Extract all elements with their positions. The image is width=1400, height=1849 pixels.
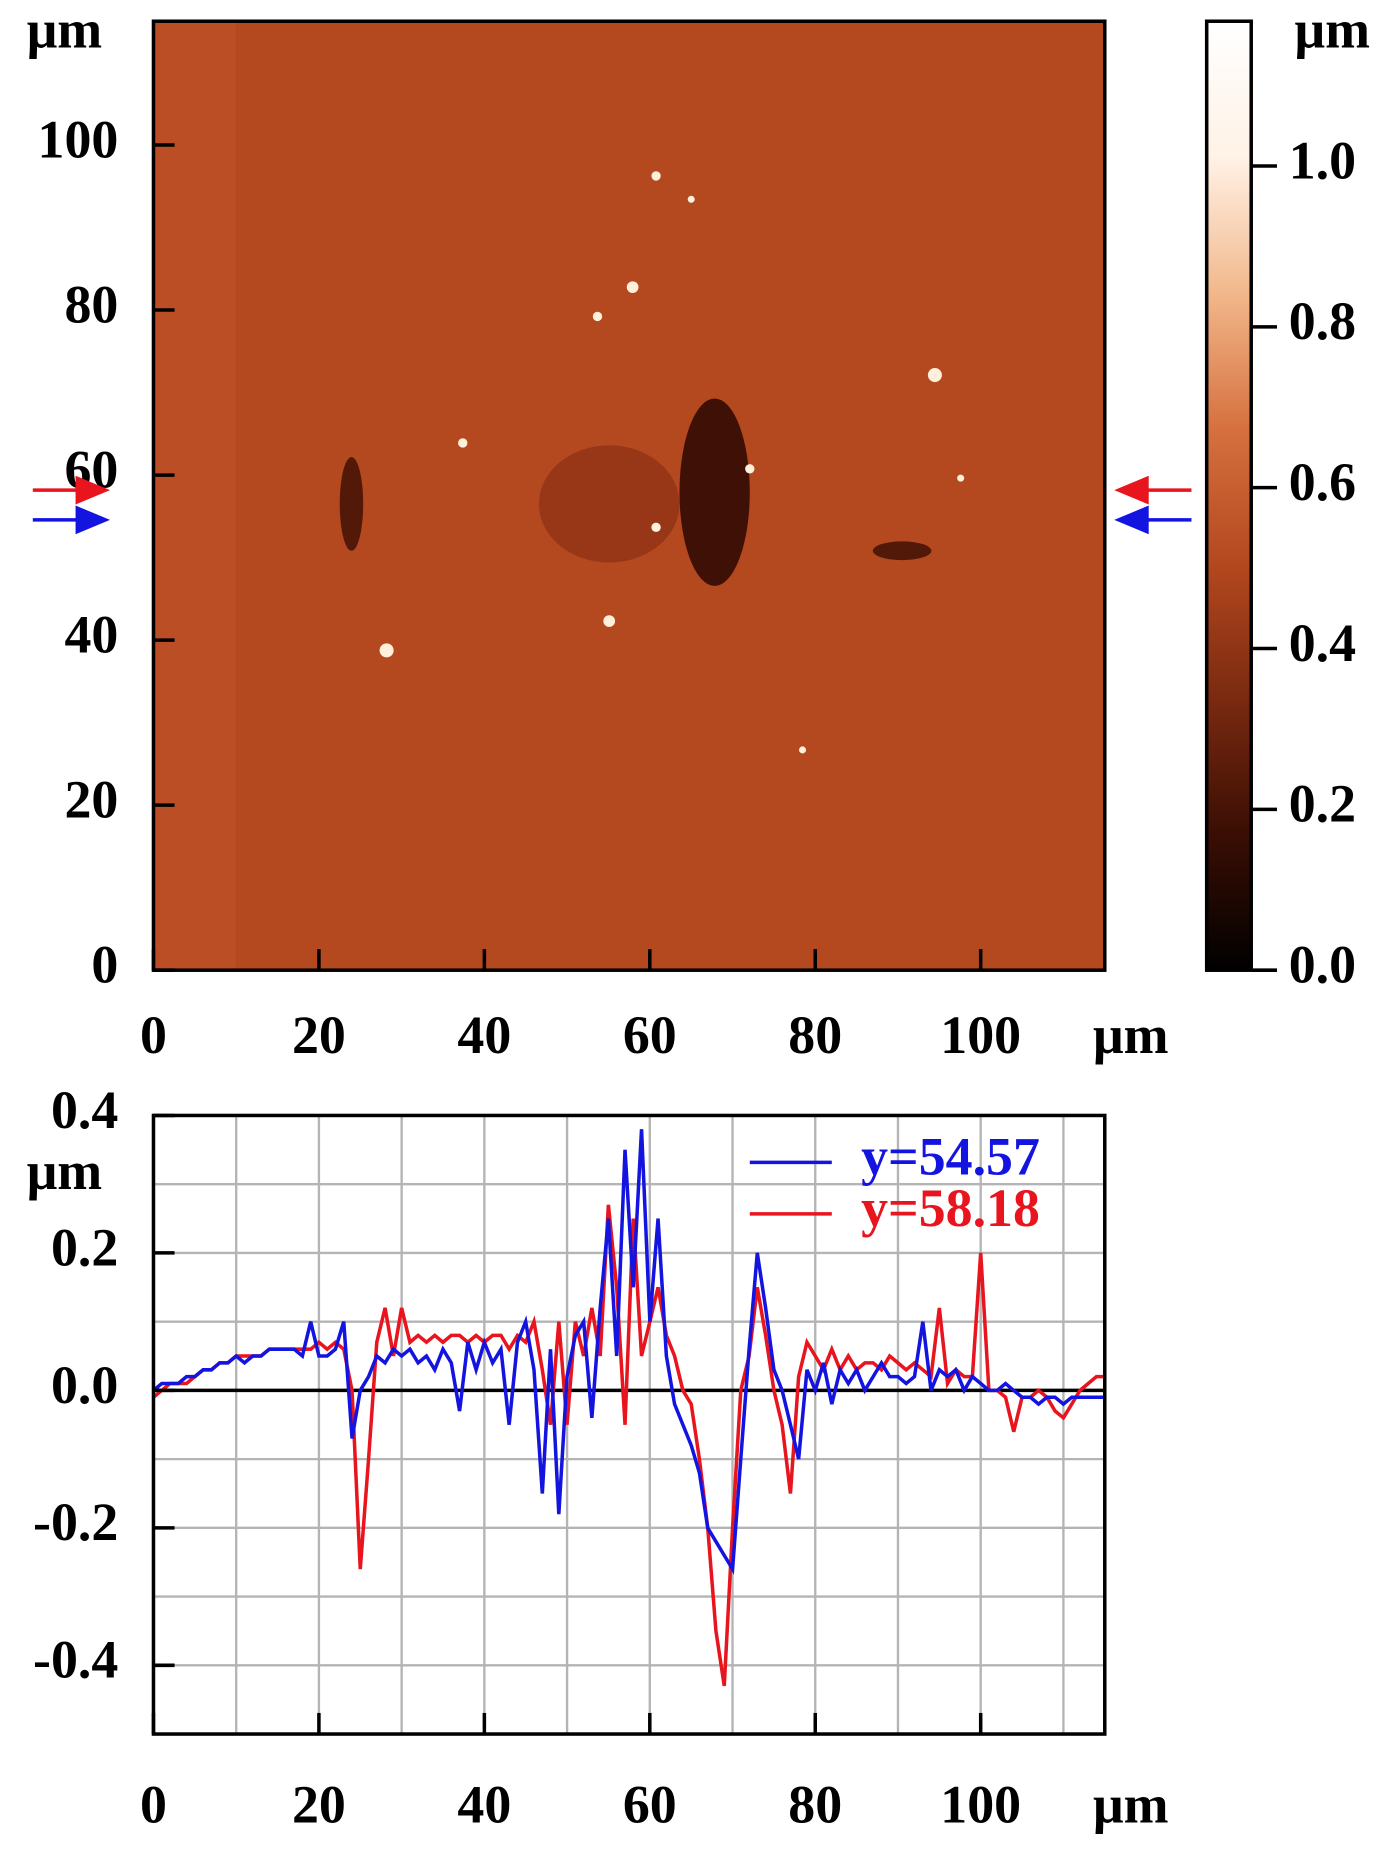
x-tick-label: 80 — [788, 1775, 842, 1835]
image-feature — [538, 445, 680, 563]
y-unit: μm — [27, 0, 102, 60]
colorbar-tick-label: 0.0 — [1289, 935, 1356, 995]
colorbar-unit: μm — [1295, 0, 1370, 60]
x-tick-label: 60 — [623, 1775, 677, 1835]
y-tick-label: -0.2 — [33, 1492, 118, 1552]
profile-arrow — [1114, 505, 1192, 535]
x-tick-label: 0 — [140, 1005, 167, 1065]
x-tick-label: 100 — [940, 1005, 1021, 1065]
colorbar-tick-label: 1.0 — [1289, 130, 1356, 190]
x-tick-label: 40 — [457, 1005, 511, 1065]
x-tick-label: 20 — [292, 1775, 346, 1835]
profile-arrow — [1114, 475, 1192, 505]
y-tick-label: -0.4 — [33, 1630, 118, 1690]
x-tick-label: 100 — [940, 1775, 1021, 1835]
x-tick-label: 40 — [457, 1775, 511, 1835]
y-tick-label: 0 — [91, 935, 118, 995]
image-feature — [872, 541, 932, 561]
y-tick-label: 80 — [64, 274, 118, 334]
colorbar-tick-label: 0.8 — [1289, 291, 1356, 351]
y-tick-label: 40 — [64, 604, 118, 664]
plot-area — [153, 1115, 1105, 1735]
legend-label: y=58.18 — [861, 1178, 1040, 1238]
x-tick-label: 80 — [788, 1005, 842, 1065]
colorbar — [1204, 19, 1253, 972]
profile-arrow — [32, 505, 111, 535]
y-tick-label: 100 — [38, 109, 119, 169]
image-frame — [151, 19, 1107, 972]
x-tick-label: 0 — [140, 1775, 167, 1835]
series-line — [153, 1204, 1105, 1687]
image-stripe — [153, 21, 236, 971]
colorbar-tick-label: 0.2 — [1289, 774, 1356, 834]
image-feature — [679, 398, 750, 586]
afm-image — [153, 21, 1105, 971]
plot-frame — [151, 1113, 1107, 1736]
series-line — [153, 1129, 1105, 1575]
profile-arrow — [32, 475, 111, 505]
colorbar-tick-label: 0.4 — [1289, 613, 1356, 673]
x-tick-label: 20 — [292, 1005, 346, 1065]
y-tick-label: 0.2 — [51, 1217, 118, 1277]
image-dots — [379, 171, 965, 754]
x-tick-label: 60 — [623, 1005, 677, 1065]
legend-label: y=54.57 — [861, 1127, 1040, 1187]
colorbar-tick-label: 0.6 — [1289, 452, 1356, 512]
y-tick-label: 0.0 — [51, 1355, 118, 1415]
x-unit: μm — [1093, 1005, 1168, 1065]
y-tick-label: 20 — [64, 770, 118, 830]
image-feature — [339, 457, 364, 551]
y-unit: μm — [27, 1141, 102, 1201]
x-unit: μm — [1093, 1775, 1168, 1835]
y-tick-label: 0.4 — [51, 1080, 118, 1140]
